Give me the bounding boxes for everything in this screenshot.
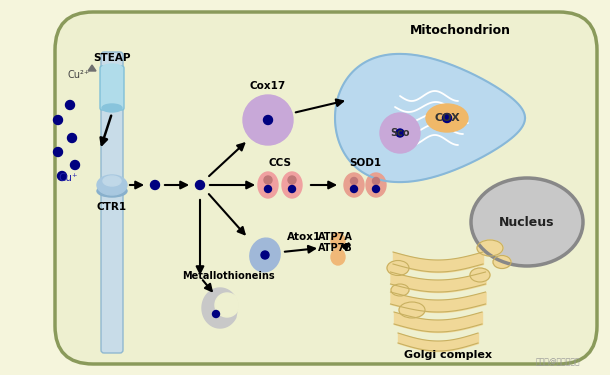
Ellipse shape	[493, 255, 511, 268]
Circle shape	[71, 160, 79, 170]
Ellipse shape	[477, 240, 503, 256]
Ellipse shape	[391, 284, 409, 296]
Text: ATP7B: ATP7B	[318, 243, 353, 253]
Circle shape	[264, 116, 273, 124]
Ellipse shape	[282, 172, 302, 198]
Ellipse shape	[331, 233, 345, 249]
Circle shape	[195, 180, 204, 189]
Ellipse shape	[102, 64, 122, 72]
Circle shape	[68, 134, 76, 142]
Circle shape	[351, 186, 357, 192]
Text: SOD1: SOD1	[349, 158, 381, 168]
Text: ATP7A: ATP7A	[318, 232, 353, 242]
Polygon shape	[202, 288, 238, 328]
Circle shape	[65, 100, 74, 109]
Text: Cox17: Cox17	[250, 81, 286, 91]
Circle shape	[54, 116, 62, 124]
Text: Mitochondrion: Mitochondrion	[409, 24, 511, 36]
Text: 搜狐号@小张刨科研: 搜狐号@小张刨科研	[536, 357, 580, 366]
Text: Atox1: Atox1	[287, 232, 321, 242]
Ellipse shape	[366, 173, 386, 197]
FancyBboxPatch shape	[55, 12, 597, 364]
Text: Golgi complex: Golgi complex	[404, 350, 492, 360]
Ellipse shape	[471, 178, 583, 266]
Ellipse shape	[373, 177, 379, 184]
Circle shape	[151, 180, 159, 189]
Circle shape	[212, 310, 220, 318]
Circle shape	[261, 251, 269, 259]
Circle shape	[396, 129, 404, 137]
Text: Cu²⁺: Cu²⁺	[68, 70, 90, 80]
Ellipse shape	[103, 176, 121, 186]
Circle shape	[442, 114, 451, 123]
Text: STEAP: STEAP	[93, 53, 131, 63]
Ellipse shape	[387, 261, 409, 276]
Text: CCS: CCS	[268, 158, 292, 168]
Circle shape	[265, 186, 271, 192]
Circle shape	[380, 113, 420, 153]
Ellipse shape	[351, 177, 357, 184]
Circle shape	[54, 147, 62, 156]
Text: Metallothioneins: Metallothioneins	[182, 271, 274, 281]
Polygon shape	[335, 54, 525, 182]
FancyBboxPatch shape	[100, 66, 124, 110]
Ellipse shape	[97, 175, 127, 195]
Ellipse shape	[344, 173, 364, 197]
Ellipse shape	[426, 104, 468, 132]
Ellipse shape	[288, 176, 296, 184]
Ellipse shape	[102, 104, 122, 112]
Ellipse shape	[470, 268, 490, 282]
Ellipse shape	[264, 176, 272, 184]
Ellipse shape	[250, 238, 280, 272]
Ellipse shape	[399, 302, 425, 318]
FancyBboxPatch shape	[101, 52, 123, 353]
Text: COX: COX	[434, 113, 460, 123]
Text: Cu⁺: Cu⁺	[58, 173, 77, 183]
Circle shape	[57, 171, 66, 180]
Ellipse shape	[331, 249, 345, 265]
Circle shape	[373, 186, 379, 192]
Text: Nucleus: Nucleus	[499, 216, 554, 228]
Circle shape	[243, 95, 293, 145]
Ellipse shape	[258, 172, 278, 198]
Ellipse shape	[97, 185, 127, 197]
Circle shape	[289, 186, 295, 192]
Text: CTR1: CTR1	[97, 202, 127, 212]
Text: Sco: Sco	[390, 128, 410, 138]
Circle shape	[215, 293, 239, 317]
Polygon shape	[88, 65, 96, 71]
